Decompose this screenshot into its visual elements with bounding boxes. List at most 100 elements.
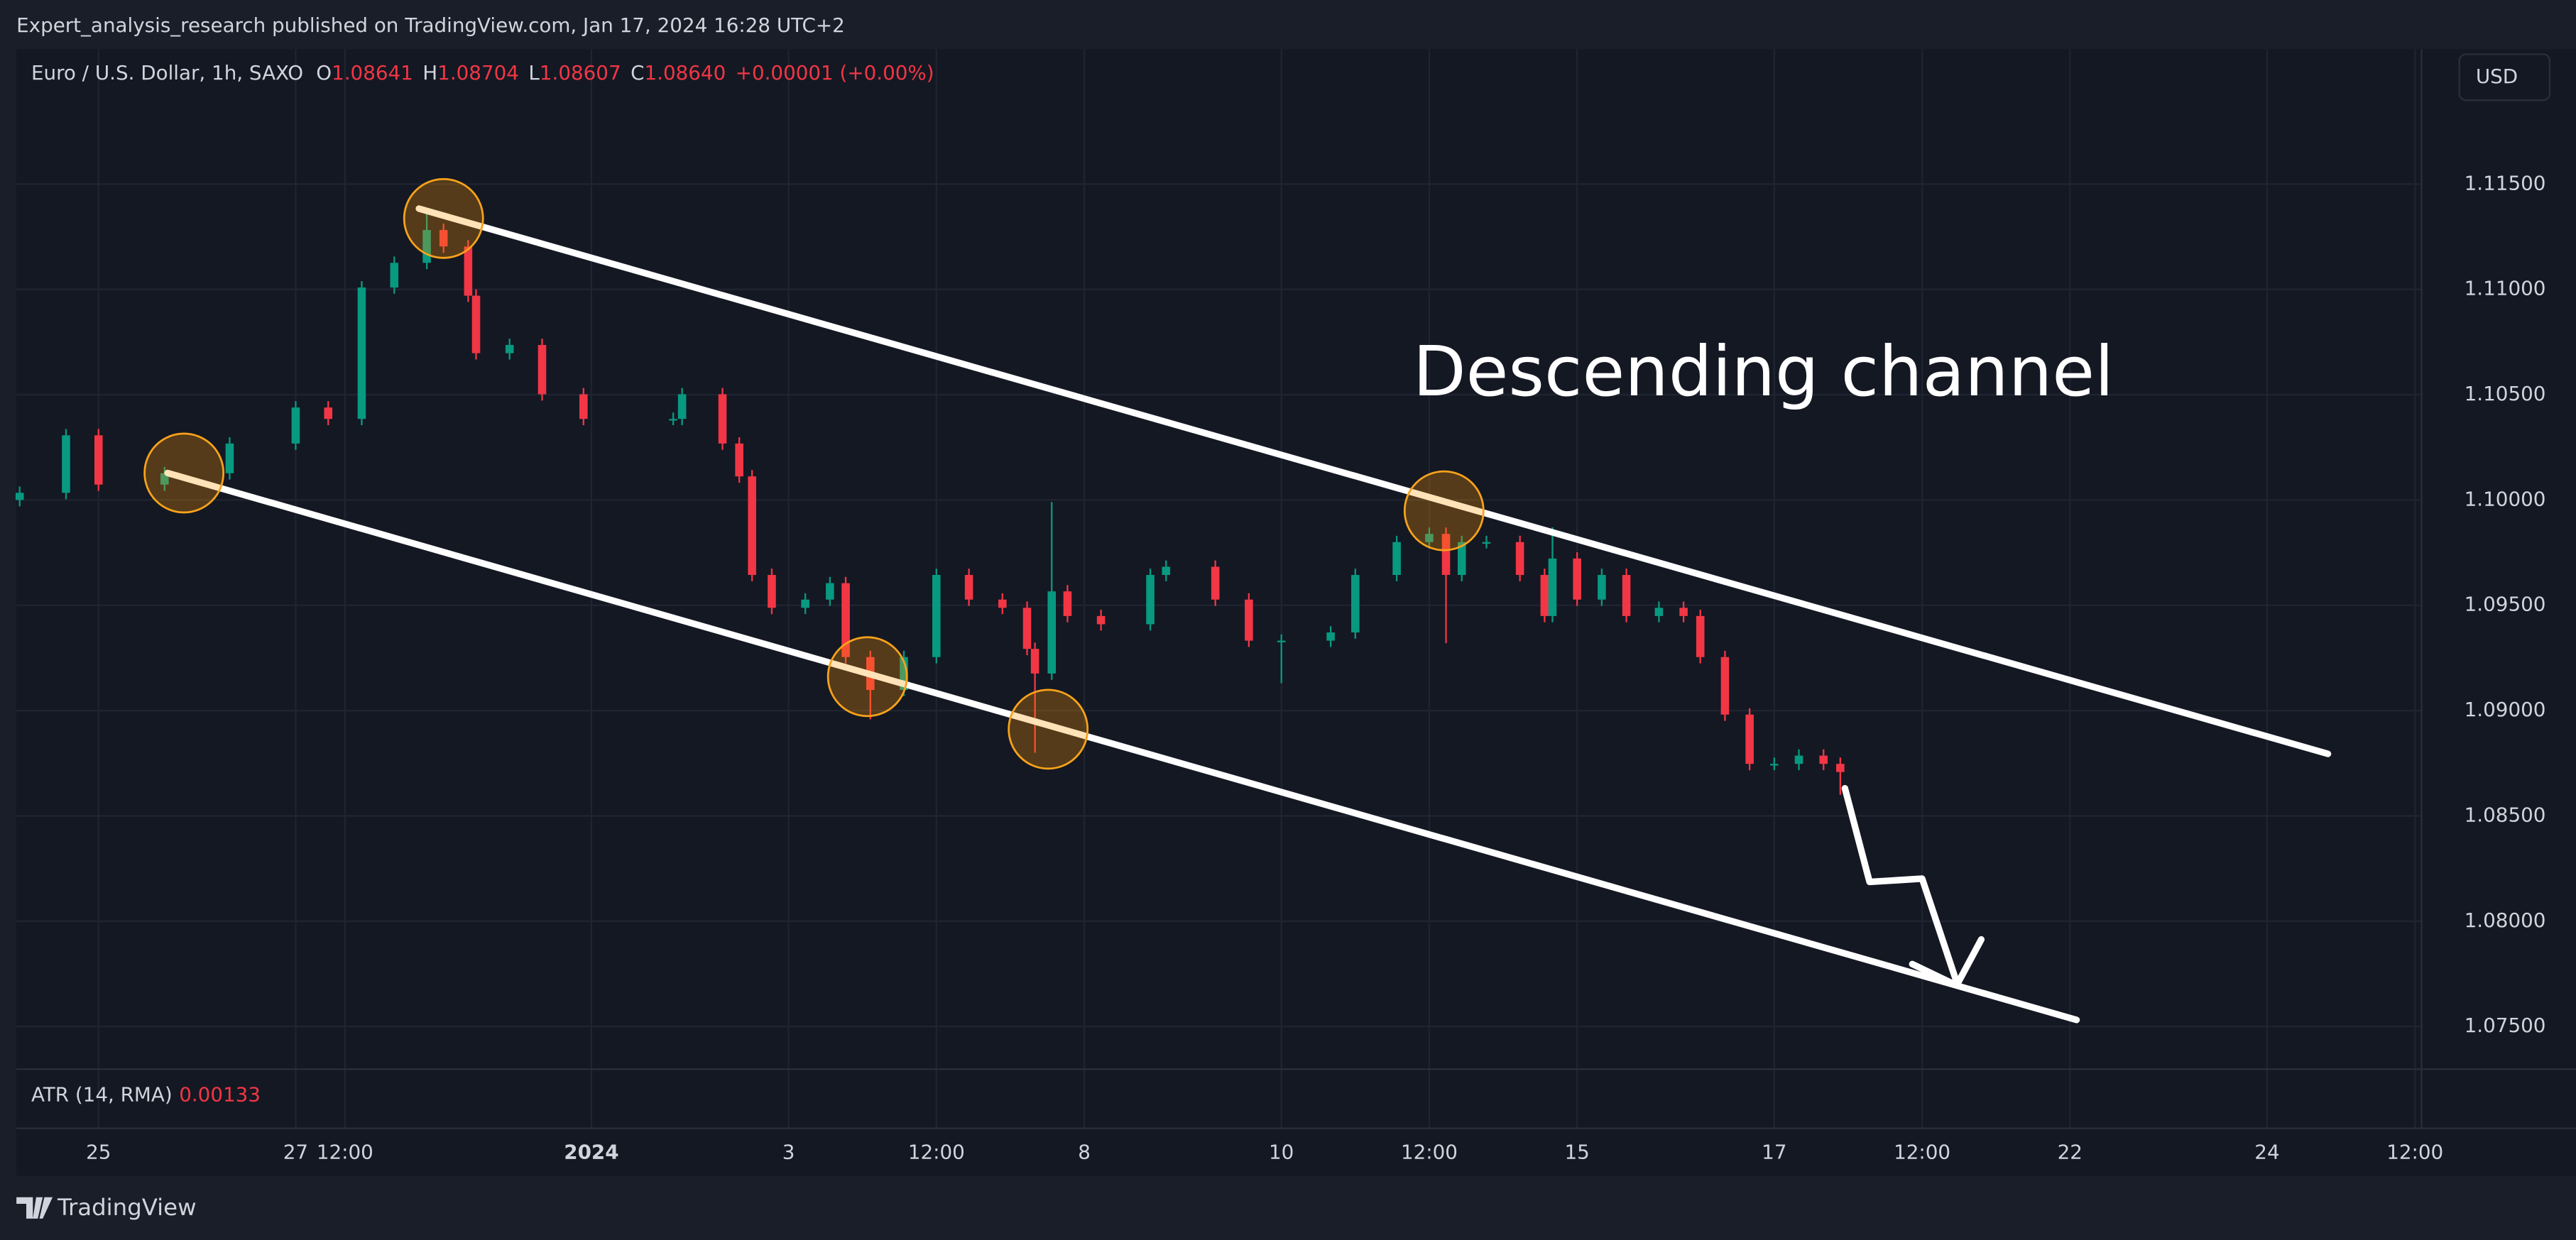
chart-panel [16, 49, 2576, 1176]
candle-body [1162, 566, 1171, 576]
candle-body [1063, 591, 1072, 616]
ohlc-value: 1.08640 [644, 61, 726, 84]
candle-body [94, 435, 103, 485]
candle-body [15, 493, 24, 500]
candle-body [1794, 755, 1803, 764]
candle-body [735, 443, 743, 477]
touch-point [1008, 688, 1089, 770]
y-tick-label: 1.07500 [2465, 1014, 2546, 1037]
x-tick-label: 10 [1269, 1140, 1294, 1163]
candle-body [62, 435, 70, 493]
candle-body [826, 583, 834, 600]
x-tick-label: 15 [1565, 1140, 1590, 1163]
candle-body [1030, 649, 1039, 674]
candle-body [748, 476, 756, 576]
touch-point [826, 636, 908, 718]
candle-body [324, 407, 333, 419]
x-tick-label: 12:00 [1894, 1140, 1950, 1163]
currency-button-frame[interactable] [2458, 53, 2551, 101]
candle-body [1047, 591, 1057, 674]
logo-icon [16, 1197, 53, 1219]
annotation: Descending channel [1413, 331, 2114, 412]
y-tick-label: 1.09500 [2465, 593, 2546, 616]
touch-point [1403, 470, 1485, 552]
touch-point [143, 432, 225, 514]
candle-body [1277, 640, 1286, 642]
candle-body [1720, 657, 1730, 715]
x-tick-label: 12:00 [1401, 1140, 1458, 1163]
ohlc-key: C [631, 61, 644, 84]
candle-body [1245, 599, 1253, 641]
candle-body [768, 575, 776, 608]
candle-body [900, 657, 908, 691]
candle-body [1836, 764, 1845, 772]
candle-body [505, 345, 514, 353]
ohlc-key: O [316, 61, 332, 84]
x-tick-label: 17 [1762, 1140, 1786, 1163]
candle-body [1622, 575, 1631, 616]
currency-label[interactable]: USD [2476, 65, 2518, 88]
y-tick-label: 1.10000 [2465, 487, 2546, 510]
candle-body [1096, 615, 1106, 625]
change: +0.00001 (+0.00%) [736, 61, 934, 84]
candle-body [932, 575, 941, 657]
brand-name: TradingView [57, 1194, 197, 1221]
x-tick-label: 8 [1078, 1140, 1091, 1163]
x-tick-label: 12:00 [2386, 1140, 2443, 1163]
x-tick-label: 12:00 [908, 1140, 965, 1163]
candle-body [801, 599, 809, 608]
ohlc-key: H [422, 61, 437, 84]
y-tick-label: 1.11000 [2465, 277, 2546, 300]
candle-body [1022, 608, 1032, 649]
candle-body [579, 394, 588, 419]
y-tick-label: 1.08000 [2465, 909, 2546, 932]
candle-body [718, 394, 727, 444]
candle-body [1679, 608, 1688, 616]
candle-body [1696, 615, 1705, 657]
candle-body [357, 287, 366, 419]
candle-body [841, 583, 850, 657]
candle-body [160, 473, 169, 485]
indicator-name: ATR (14, RMA) [31, 1082, 173, 1106]
y-tick-label: 1.08500 [2465, 803, 2546, 826]
symbol: Euro / U.S. Dollar, 1h, SAXO [31, 61, 303, 84]
candle-body [998, 599, 1007, 608]
candle-body [1540, 575, 1549, 616]
x-tick-label: 2024 [564, 1140, 618, 1163]
candle-body [225, 443, 234, 473]
x-tick-label: 12:00 [317, 1140, 373, 1163]
candle-body [1482, 542, 1491, 544]
candle-body [1326, 632, 1335, 641]
candle-body [390, 263, 399, 288]
candle-body [1351, 575, 1360, 633]
channel-upper [415, 205, 2332, 757]
ohlc-value: 1.08607 [540, 61, 621, 84]
candle-body [422, 230, 431, 263]
ohlc-value: 1.08704 [437, 61, 519, 84]
x-tick-label: 3 [782, 1140, 795, 1163]
candle-body [537, 345, 547, 395]
legend: Euro / U.S. Dollar, 1h, SAXO O1.08641 H1… [31, 61, 934, 84]
candle-body [464, 246, 473, 296]
candle-body [1441, 534, 1451, 576]
candle-body [1573, 558, 1581, 600]
brand-logo: TradingView [16, 1194, 197, 1221]
y-tick-label: 1.10500 [2465, 382, 2546, 405]
published-note: Expert_analysis_research published on Tr… [16, 13, 845, 37]
candle-body [1146, 575, 1155, 625]
indicator-value: 0.00133 [179, 1082, 261, 1106]
candle-body [677, 394, 687, 419]
candle-body [1425, 534, 1434, 542]
currency-button[interactable]: USD [2458, 53, 2551, 101]
x-tick-label: 24 [2254, 1140, 2279, 1163]
candle-body [1211, 566, 1220, 600]
x-tick-label: 22 [2058, 1140, 2083, 1163]
x-tick-label: 27 [283, 1140, 308, 1163]
candle-body [1457, 542, 1466, 576]
candle-body [439, 230, 448, 247]
y-tick-label: 1.11500 [2465, 171, 2546, 194]
candle-body [1770, 764, 1779, 766]
